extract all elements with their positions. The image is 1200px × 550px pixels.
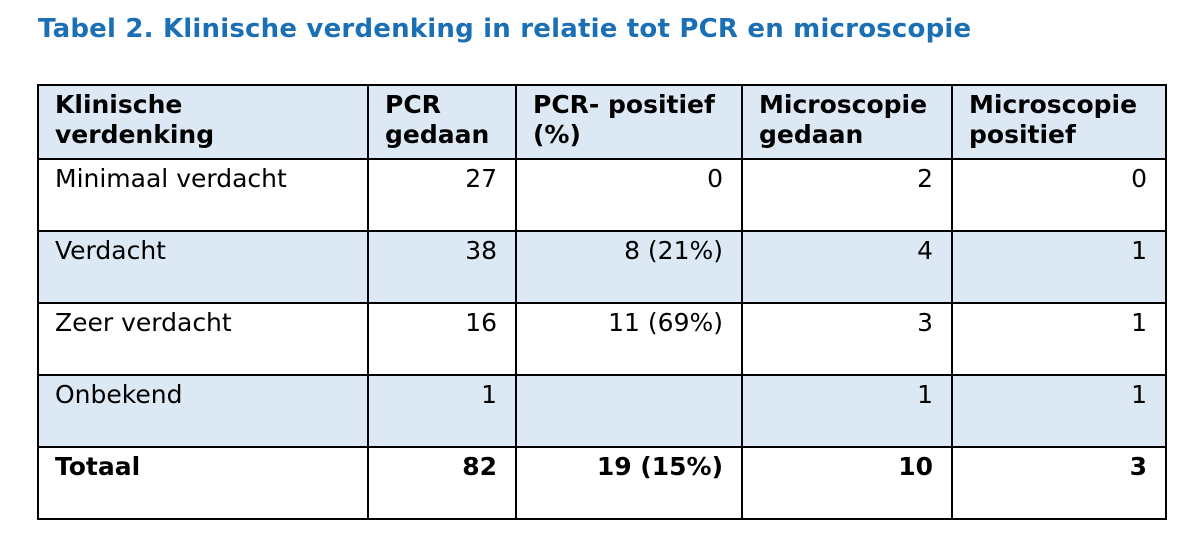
cell-pcr-positief: 0 [515,158,743,232]
cell-microscopie-gedaan: 2 [741,158,953,232]
row-label: Zeer verdacht [37,302,369,376]
total-row: Totaal 82 19 (15%) 10 3 [37,446,1167,520]
table-row: Verdacht 38 8 (21%) 4 1 [37,230,1167,304]
header-pcr-gedaan: PCR gedaan [367,84,517,160]
row-label: Onbekend [37,374,369,448]
cell-pcr-positief: 11 (69%) [515,302,743,376]
cell-pcr-positief: 8 (21%) [515,230,743,304]
cell-microscopie-gedaan: 3 [741,302,953,376]
cell-microscopie-positief: 3 [951,446,1167,520]
cell-microscopie-gedaan: 10 [741,446,953,520]
cell-microscopie-gedaan: 1 [741,374,953,448]
header-klinische-verdenking: Klinische verdenking [37,84,369,160]
cell-pcr-gedaan: 38 [367,230,517,304]
row-label: Minimaal verdacht [37,158,369,232]
cell-pcr-gedaan: 1 [367,374,517,448]
table-row: Onbekend 1 1 1 [37,374,1167,448]
cell-microscopie-positief: 1 [951,302,1167,376]
cell-pcr-gedaan: 16 [367,302,517,376]
cell-pcr-positief [515,374,743,448]
table-caption: Tabel 2. Klinische verdenking in relatie… [38,14,972,44]
cell-microscopie-positief: 1 [951,230,1167,304]
header-pcr-positief: PCR- positief (%) [515,84,743,160]
header-microscopie-gedaan: Microscopie gedaan [741,84,953,160]
cell-microscopie-gedaan: 4 [741,230,953,304]
cell-microscopie-positief: 0 [951,158,1167,232]
cell-pcr-gedaan: 82 [367,446,517,520]
table-row: Minimaal verdacht 27 0 2 0 [37,158,1167,232]
row-label: Verdacht [37,230,369,304]
table-row: Zeer verdacht 16 11 (69%) 3 1 [37,302,1167,376]
header-microscopie-positief: Microscopie positief [951,84,1167,160]
cell-pcr-gedaan: 27 [367,158,517,232]
cell-microscopie-positief: 1 [951,374,1167,448]
header-row: Klinische verdenking PCR gedaan PCR- pos… [37,84,1167,160]
cell-pcr-positief: 19 (15%) [515,446,743,520]
row-label: Totaal [37,446,369,520]
results-table: Klinische verdenking PCR gedaan PCR- pos… [37,84,1167,520]
